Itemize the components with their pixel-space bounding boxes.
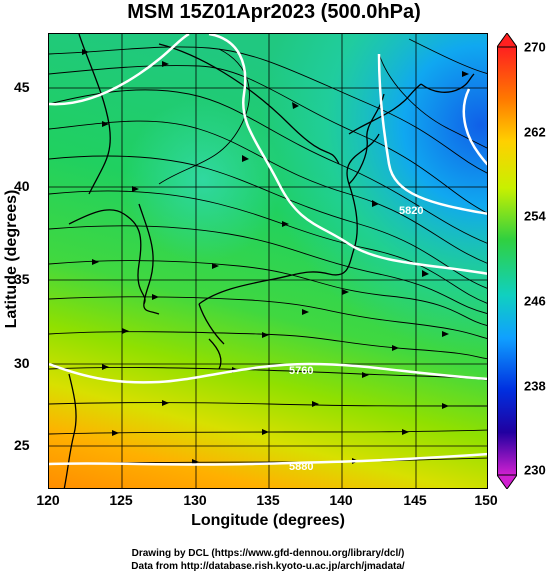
map-title: MSM 15Z01Apr2023 (500.0hPa) [127,1,421,23]
colorbar-tick: 270 [524,39,546,55]
y-tick-label: 35 [14,271,30,287]
y-axis-label: Latitude (degrees) [3,189,20,329]
contour-label: 5820 [399,205,423,217]
temperature-field: 5820 5760 5880 [49,34,487,488]
x-tick-label: 130 [183,492,207,508]
height-contours [49,34,487,466]
y-tick-label: 30 [14,355,30,371]
contour-label: 5880 [289,461,313,473]
colorbar-tick: 238 [524,378,546,394]
wind-arrows [82,49,469,465]
x-tick-label: 135 [256,492,280,508]
colorbar-tick: 230 [524,462,546,478]
x-axis-label: Longitude (degrees) [191,512,345,529]
colorbar [497,33,517,489]
y-tick-label: 45 [14,79,30,95]
x-tick-label: 120 [36,492,60,508]
map-panel: 5820 5760 5880 [48,33,488,489]
x-tick-label: 140 [329,492,353,508]
colorbar-tick: 246 [524,293,546,309]
wind-streamlines [49,38,487,465]
credit-line-drawing: Drawing by DCL (https://www.gfd-dennou.o… [131,548,405,559]
coastlines [63,34,475,488]
colorbar-tick: 262 [524,124,546,140]
y-tick-label: 25 [14,437,30,453]
colorbar-tick: 254 [524,208,546,224]
y-tick-label: 40 [14,178,30,194]
x-tick-label: 150 [474,492,498,508]
contour-label: 5760 [289,365,313,377]
credit-line-data: Data from http://database.rish.kyoto-u.a… [131,561,405,572]
x-tick-label: 145 [403,492,427,508]
x-tick-label: 125 [109,492,133,508]
